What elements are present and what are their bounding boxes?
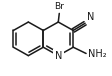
Text: NH₂: NH₂: [88, 49, 106, 59]
Text: N: N: [87, 12, 94, 22]
Text: Br: Br: [54, 3, 64, 11]
Text: N: N: [55, 51, 62, 61]
